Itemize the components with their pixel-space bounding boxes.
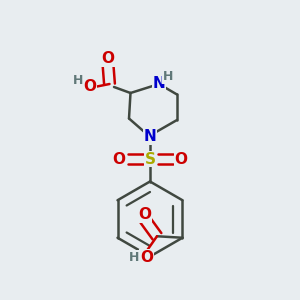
Text: O: O [139, 207, 152, 222]
Text: H: H [163, 70, 173, 83]
Text: H: H [73, 74, 83, 88]
Text: O: O [83, 80, 97, 94]
Text: N: N [153, 76, 165, 92]
Text: O: O [140, 250, 153, 265]
Text: S: S [145, 152, 155, 166]
Text: O: O [174, 152, 188, 166]
Text: O: O [101, 51, 115, 66]
Text: H: H [129, 251, 140, 264]
Text: O: O [112, 152, 126, 166]
Text: N: N [144, 129, 156, 144]
